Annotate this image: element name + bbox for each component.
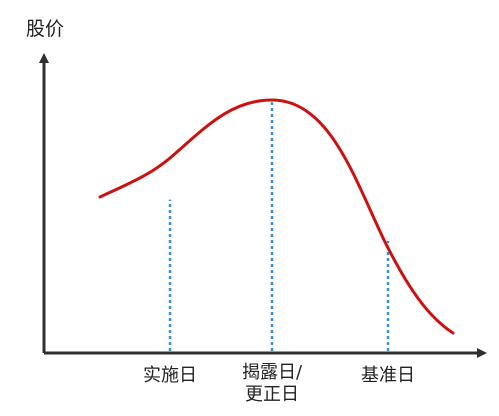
disclosure-day-label: 揭露日/ 更正日: [242, 362, 302, 405]
stock-price-curve: [98, 98, 455, 335]
disclosure-day-label-line-2: 更正日: [244, 383, 299, 405]
base-day-label-line: 基准日: [361, 365, 415, 386]
implementation-day-label-line: 实施日: [143, 365, 197, 386]
y-axis-label: 股价: [26, 18, 65, 40]
base-day-label: 基准日: [361, 367, 415, 385]
implementation-day-label: 实施日: [143, 367, 197, 385]
disclosure-day-label-line-1: 揭露日/: [241, 362, 303, 383]
